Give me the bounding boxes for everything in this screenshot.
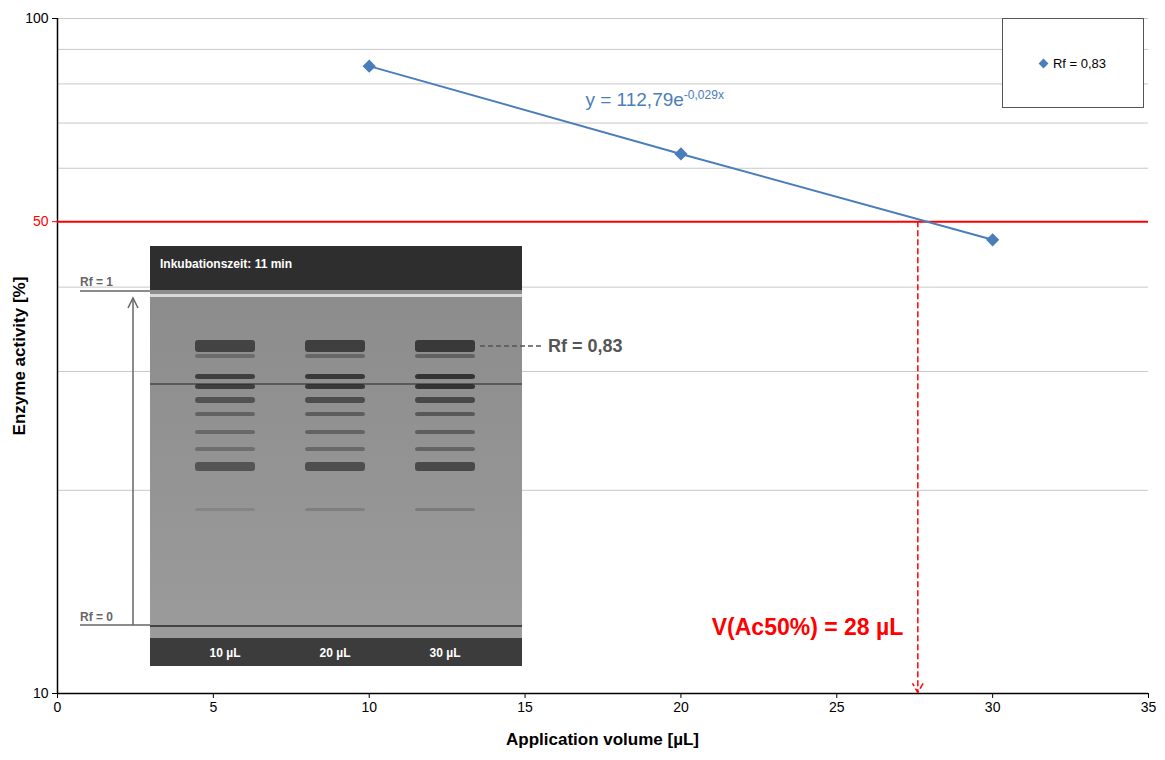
- svg-text:100: 100: [25, 10, 49, 26]
- svg-text:20 µL: 20 µL: [320, 646, 351, 660]
- html-text:y = 112,79e-0,029x: y = 112,79e-0,029x: [585, 88, 724, 111]
- svg-text:35: 35: [1141, 699, 1157, 715]
- svg-text:5: 5: [209, 699, 217, 715]
- html-text:Rf = 0,83: Rf = 0,83: [1052, 55, 1107, 71]
- html-text:V(Ac50%) = 28 µL: V(Ac50%) = 28 µL: [711, 614, 904, 640]
- svg-text:50: 50: [33, 213, 49, 229]
- html-text:Enzyme activity [%]: Enzyme activity [%]: [10, 276, 29, 435]
- svg-text:20: 20: [673, 699, 689, 715]
- svg-text:0: 0: [54, 699, 62, 715]
- svg-text:25: 25: [829, 699, 845, 715]
- html-text:Application volume [µL]: Application volume [µL]: [506, 730, 699, 749]
- svg-text:Inkubationszeit: 11 min: Inkubationszeit: 11 min: [160, 257, 292, 271]
- svg-text:Rf = 1: Rf = 1: [80, 275, 113, 289]
- svg-text:Rf = 0: Rf = 0: [80, 610, 113, 624]
- svg-text:10: 10: [361, 699, 377, 715]
- svg-text:30 µL: 30 µL: [430, 646, 461, 660]
- svg-text:10: 10: [33, 685, 49, 701]
- svg-text:10 µL: 10 µL: [210, 646, 241, 660]
- svg-text:30: 30: [985, 699, 1001, 715]
- svg-text:Rf = 0,83: Rf = 0,83: [548, 336, 623, 356]
- svg-text:15: 15: [517, 699, 533, 715]
